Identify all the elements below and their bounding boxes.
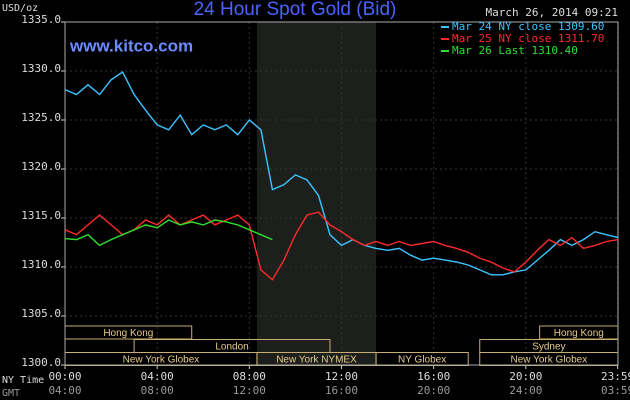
gmt-tick-label: 24:00 [509, 384, 542, 397]
series-line [64, 219, 273, 247]
y-tick-label: 1325.0 [21, 111, 61, 124]
series-line [64, 70, 619, 276]
series-line [64, 211, 619, 281]
legend-label: Mar 26 Last 1310.40 [452, 44, 578, 57]
gmt-tick-label: 12:00 [233, 384, 266, 397]
x-tick-label: 04:00 [141, 370, 174, 383]
session-label: New York Globex [511, 355, 588, 366]
gmt-tick-label: 03:59 [601, 384, 630, 397]
y-tick-label: 1305.0 [21, 307, 61, 320]
watermark: www.kitco.com [69, 36, 193, 55]
session-label: New York NYMEX [276, 355, 357, 366]
x-tick-label: 12:00 [325, 370, 358, 383]
legend-label: Mar 25 NY close 1311.70 [452, 32, 604, 45]
x2-axis-label: GMT [2, 388, 20, 399]
session-label: London [215, 342, 248, 353]
session-label: NY Globex [398, 355, 446, 366]
gmt-tick-label: 20:00 [417, 384, 450, 397]
chart-title: 24 Hour Spot Gold (Bid) [194, 0, 397, 20]
x-tick-label: 08:00 [233, 370, 266, 383]
y-tick-label: 1300.0 [21, 356, 61, 369]
plot-frame [64, 21, 619, 366]
session-label: Hong Kong [103, 328, 153, 339]
y-tick-label: 1335.0 [21, 13, 61, 26]
session-label: Sydney [532, 342, 565, 353]
x-tick-label: 23:59 [601, 370, 630, 383]
timestamp: March 26, 2014 09:21 [486, 6, 618, 19]
y-tick-label: 1315.0 [21, 209, 61, 222]
x-tick-label: 20:00 [509, 370, 542, 383]
gmt-tick-label: 04:00 [48, 384, 81, 397]
gmt-tick-label: 08:00 [141, 384, 174, 397]
x-axis-label: NY Time [2, 375, 44, 386]
x-tick-label: 16:00 [417, 370, 450, 383]
gmt-tick-label: 16:00 [325, 384, 358, 397]
y-tick-label: 1320.0 [21, 160, 61, 173]
y-axis-label: USD/oz [2, 3, 38, 14]
x-tick-label: 00:00 [48, 370, 81, 383]
session-label: New York Globex [123, 355, 200, 366]
legend-label: Mar 24 NY close 1309.60 [452, 20, 604, 33]
session-label: Hong Kong [554, 328, 604, 339]
y-tick-label: 1330.0 [21, 62, 61, 75]
y-tick-label: 1310.0 [21, 258, 61, 271]
